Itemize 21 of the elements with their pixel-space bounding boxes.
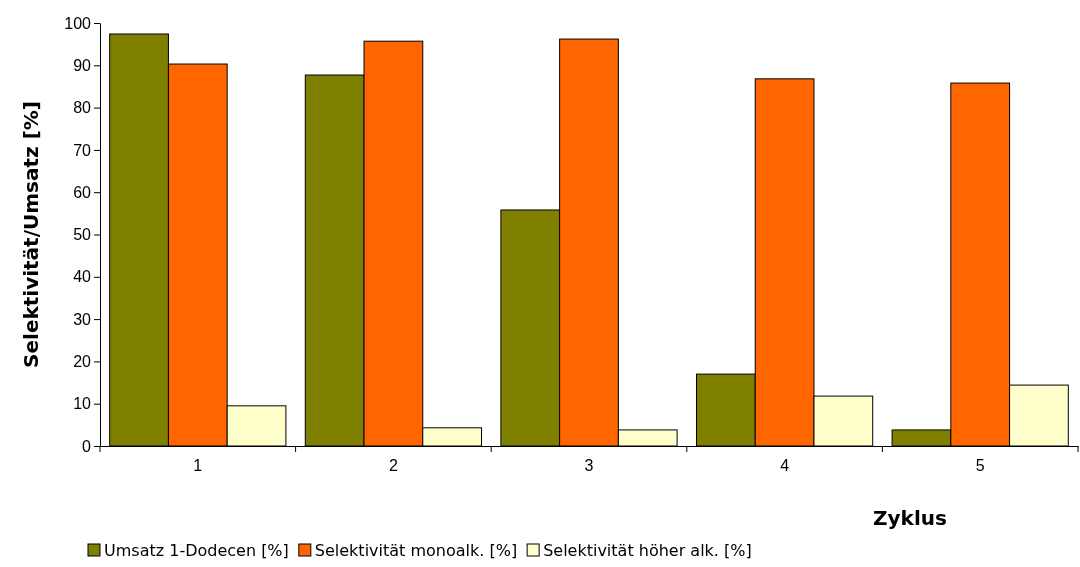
- y-axis-title: Selektivität/Umsatz [%]: [19, 101, 43, 368]
- y-tick-label: 0: [82, 437, 92, 455]
- legend-label: Selektivität monoalk. [%]: [314, 541, 518, 560]
- x-tick-label: 1: [193, 457, 203, 475]
- y-tick-label: 60: [73, 183, 92, 201]
- y-tick-label: 100: [64, 14, 92, 32]
- y-tick-label: 80: [73, 99, 92, 117]
- legend-label: Selektivität höher alk. [%]: [543, 541, 752, 560]
- y-tick-label: 90: [73, 56, 92, 74]
- x-tick-label: 3: [584, 457, 594, 475]
- x-axis-title: Zyklus: [873, 506, 947, 530]
- y-tick-label: 10: [73, 395, 92, 413]
- x-tick-label: 2: [388, 457, 398, 475]
- y-tick-label: 20: [73, 353, 92, 371]
- x-tick-label: 5: [975, 457, 985, 475]
- y-tick-label: 50: [73, 226, 92, 244]
- y-tick-label: 70: [73, 141, 92, 159]
- legend-label: Umsatz 1-Dodecen [%]: [104, 541, 289, 560]
- y-tick-label: 40: [73, 268, 92, 286]
- x-tick-label: 4: [780, 457, 790, 475]
- y-tick-label: 30: [73, 310, 92, 328]
